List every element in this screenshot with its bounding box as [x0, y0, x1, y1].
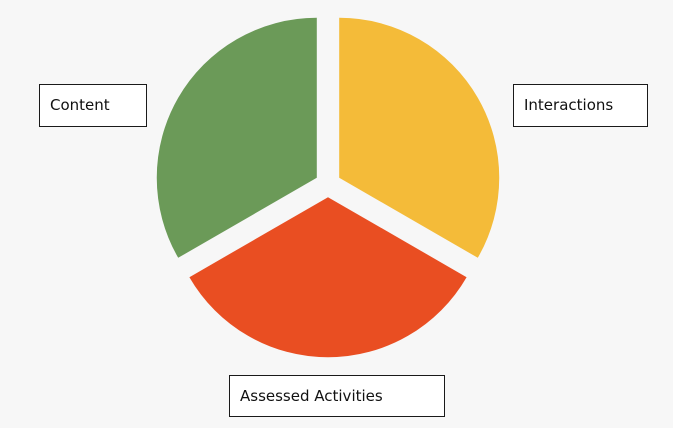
interactions-label: Interactions: [513, 84, 648, 127]
assessed-activities-segment: [189, 197, 467, 358]
content-segment: [156, 17, 317, 258]
assessed-activities-label: Assessed Activities: [229, 375, 445, 417]
interactions-segment: [339, 17, 500, 258]
content-label: Content: [39, 84, 147, 127]
